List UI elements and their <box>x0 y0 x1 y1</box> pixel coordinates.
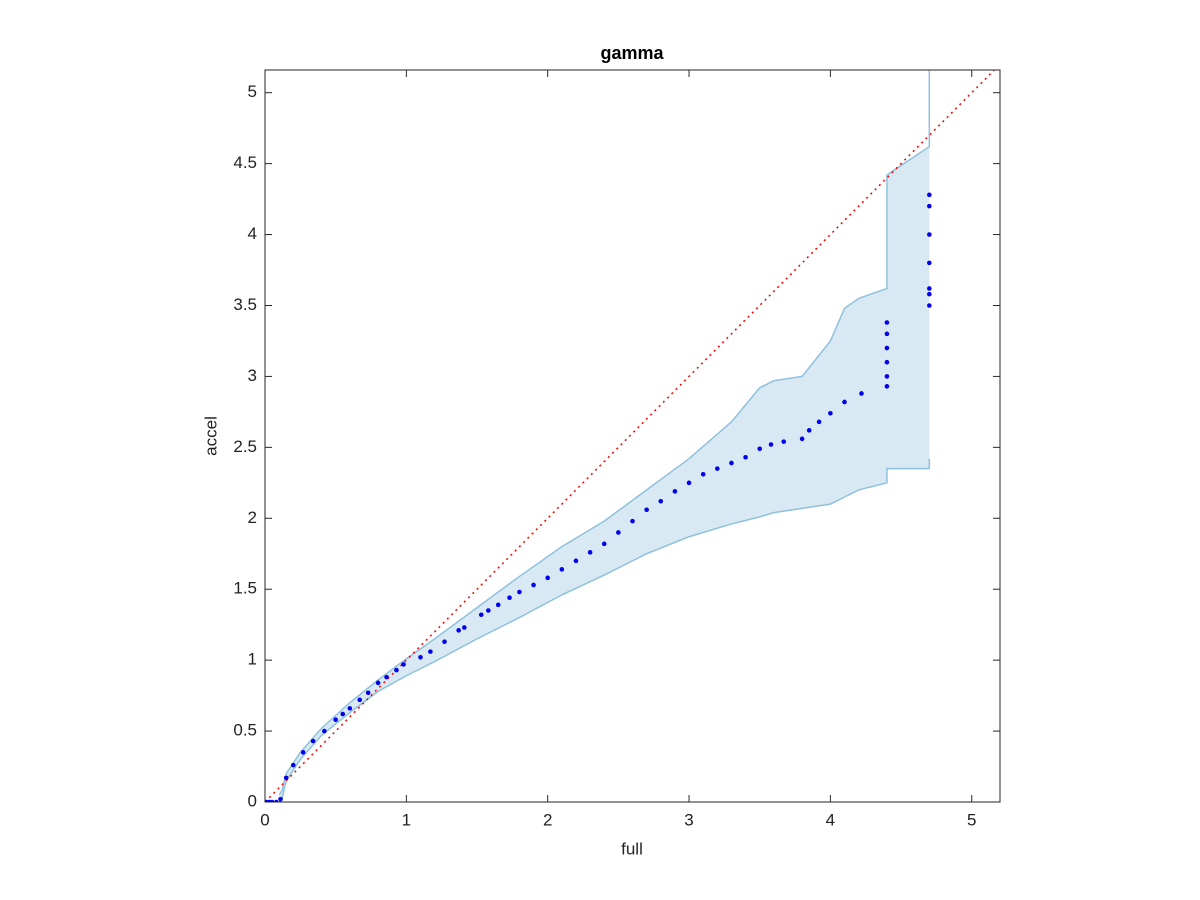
point <box>884 345 890 351</box>
point <box>768 442 774 447</box>
y-tick-label: 5 <box>248 82 257 101</box>
x-tick-label: 2 <box>543 810 552 829</box>
point <box>401 662 406 667</box>
plot-area <box>265 70 996 802</box>
point <box>486 608 491 613</box>
point <box>799 436 805 442</box>
y-tick-label: 3.5 <box>233 295 257 314</box>
y-tick-label: 0 <box>248 791 257 810</box>
point <box>816 419 822 425</box>
x-axis-label: full <box>621 839 643 858</box>
point <box>347 706 353 711</box>
point <box>715 466 720 471</box>
point <box>828 411 833 416</box>
point <box>375 680 381 686</box>
point <box>322 728 327 734</box>
point <box>394 667 399 673</box>
point <box>573 558 579 564</box>
x-tick-label: 3 <box>684 810 693 829</box>
point <box>616 530 621 535</box>
point <box>842 399 847 405</box>
point <box>478 612 484 618</box>
confidence-band <box>279 70 930 802</box>
point <box>310 738 316 744</box>
band-lower <box>278 458 931 802</box>
point <box>365 690 371 696</box>
point <box>927 192 932 198</box>
y-tick-label: 1.5 <box>233 579 257 598</box>
chart-title: gamma <box>600 43 664 63</box>
point <box>927 260 932 266</box>
point <box>442 639 447 644</box>
point <box>559 567 565 572</box>
y-tick-label: 0.5 <box>233 721 257 740</box>
point <box>884 331 890 337</box>
point <box>884 384 890 389</box>
point <box>806 428 812 433</box>
point <box>658 498 664 504</box>
point <box>531 582 536 588</box>
point <box>456 628 461 633</box>
point <box>384 674 389 680</box>
y-tick-label: 4 <box>248 224 257 243</box>
x-tick-label: 5 <box>967 810 976 829</box>
point <box>300 750 306 755</box>
point <box>859 391 864 396</box>
point <box>927 303 932 308</box>
y-tick-label: 2 <box>248 508 257 527</box>
point <box>269 799 275 802</box>
y-tick-label: 2.5 <box>233 437 257 456</box>
point <box>729 460 734 466</box>
point <box>927 232 932 237</box>
axes-box <box>264 69 1001 803</box>
point <box>927 291 932 297</box>
point <box>757 446 763 452</box>
point <box>686 480 692 486</box>
point <box>495 602 501 608</box>
point <box>927 286 932 291</box>
point <box>418 655 423 660</box>
point <box>743 454 748 460</box>
y-axis-label: accel <box>201 416 220 456</box>
point <box>781 439 787 444</box>
y-tick-label: 3 <box>248 366 257 385</box>
point <box>644 507 649 513</box>
x-tick-label: 0 <box>260 810 269 829</box>
point <box>290 762 296 768</box>
band-upper <box>278 70 931 796</box>
point <box>587 550 593 555</box>
point <box>884 359 890 365</box>
y-tick-label: 1 <box>248 650 257 669</box>
point <box>340 711 346 717</box>
point <box>278 796 283 802</box>
x-tick-label: 1 <box>402 810 411 829</box>
point <box>428 649 433 654</box>
y-tick-label: 4.5 <box>233 153 257 172</box>
point <box>274 799 279 802</box>
x-tick-label: 4 <box>826 810 835 829</box>
point <box>700 472 706 477</box>
point <box>927 203 932 209</box>
point <box>333 717 338 723</box>
point <box>283 775 289 781</box>
point <box>672 489 678 494</box>
point <box>357 697 363 703</box>
point <box>507 595 512 601</box>
point <box>545 575 550 581</box>
point <box>601 541 607 547</box>
point <box>461 625 467 630</box>
point <box>630 518 635 524</box>
point <box>517 589 522 595</box>
point <box>884 320 890 325</box>
point <box>884 374 890 379</box>
